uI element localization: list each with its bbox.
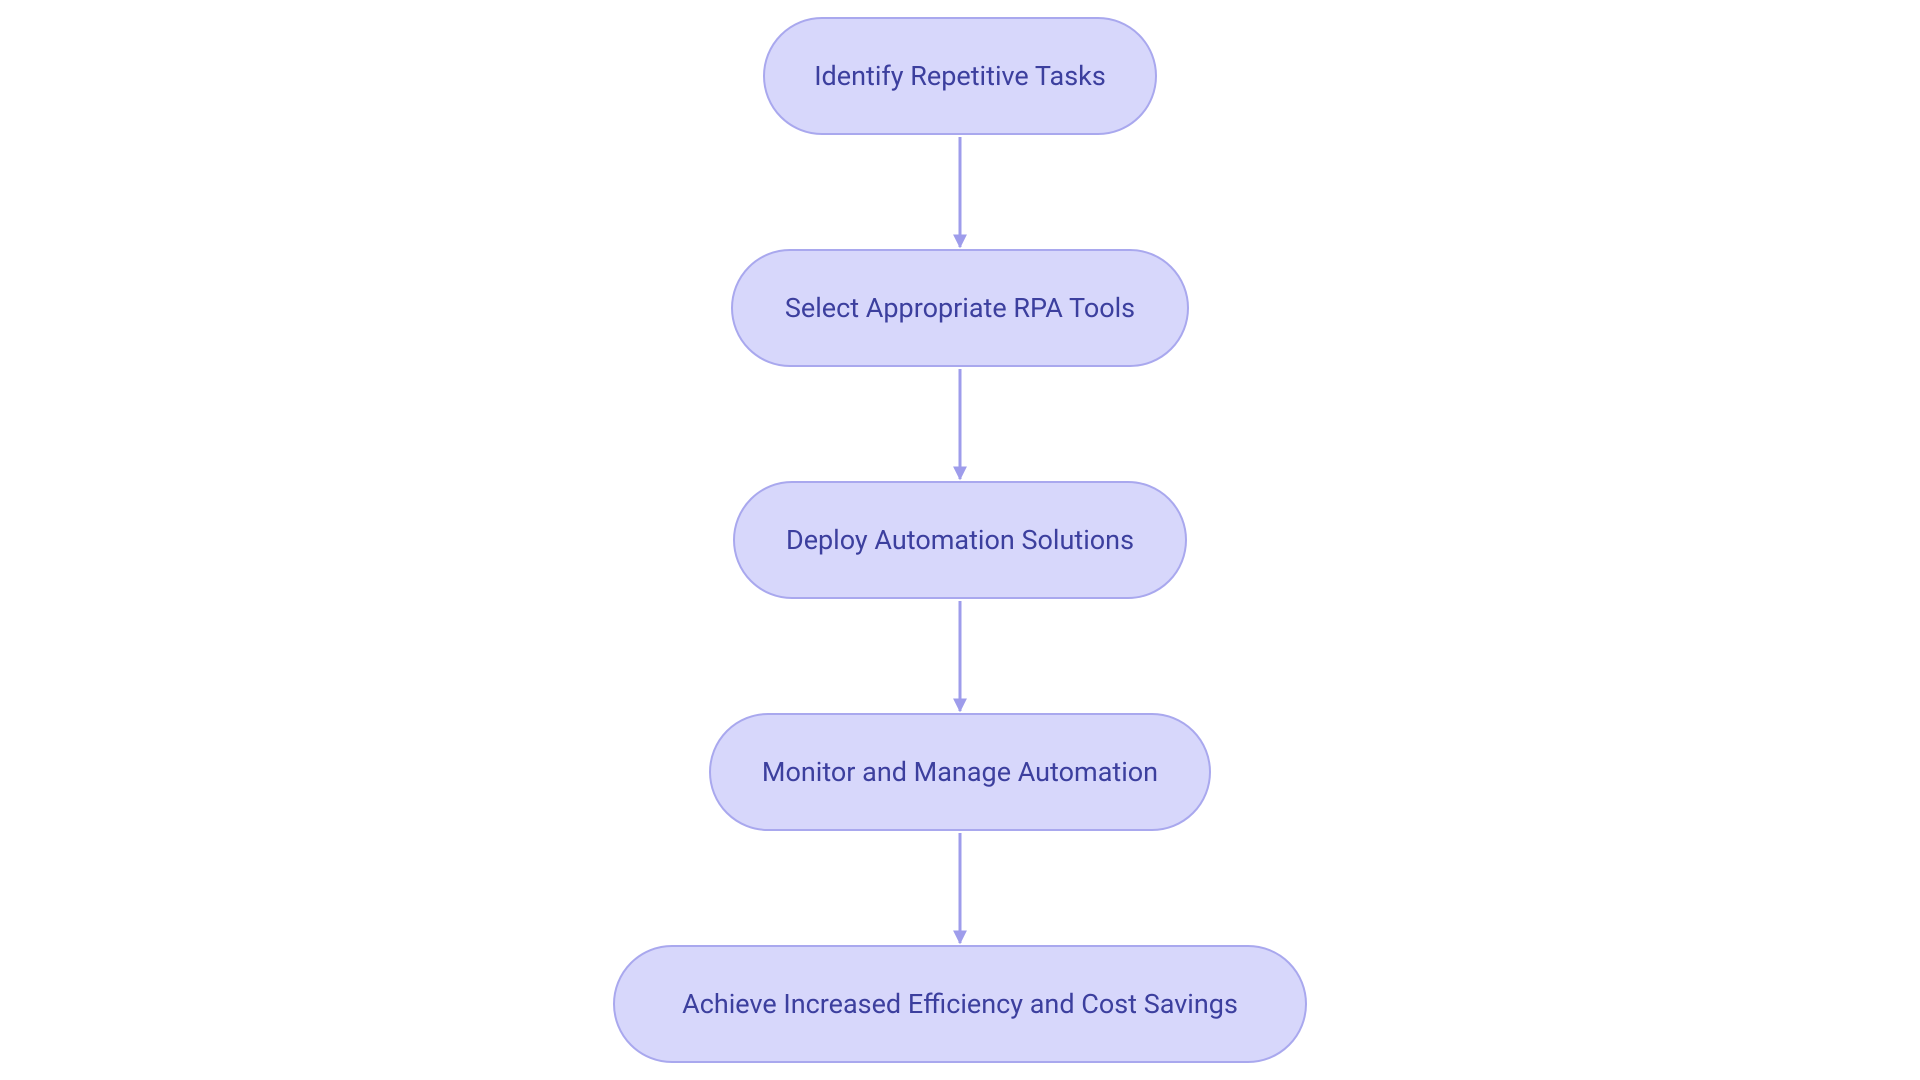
flowchart-node: Achieve Increased Efficiency and Cost Sa…: [613, 945, 1307, 1063]
flowchart-node-label: Identify Repetitive Tasks: [814, 60, 1106, 92]
flowchart-node-label: Monitor and Manage Automation: [762, 756, 1158, 788]
flowchart-node-label: Deploy Automation Solutions: [786, 524, 1134, 556]
flowchart-node: Select Appropriate RPA Tools: [731, 249, 1189, 367]
flowchart-canvas: Identify Repetitive Tasks Select Appropri…: [0, 0, 1920, 1080]
flowchart-node: Deploy Automation Solutions: [733, 481, 1187, 599]
flowchart-node-label: Select Appropriate RPA Tools: [785, 292, 1135, 324]
flowchart-node: Monitor and Manage Automation: [709, 713, 1211, 831]
flowchart-node: Identify Repetitive Tasks: [763, 17, 1157, 135]
flowchart-node-label: Achieve Increased Efficiency and Cost Sa…: [682, 988, 1238, 1020]
